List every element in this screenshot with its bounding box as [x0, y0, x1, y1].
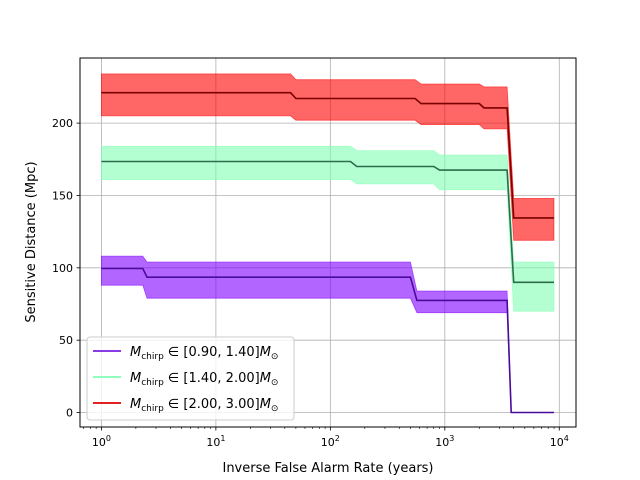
legend: Mchirp ∈ [0.90, 1.40]M⊙ Mchirp ∈ [1.40, 2… — [86, 336, 295, 421]
legend-label-1: Mchirp ∈ [1.40, 2.00]M⊙ — [130, 371, 278, 388]
x-tick-label: 104 — [550, 434, 569, 449]
y-axis-label: Sensitive Distance (Mpc) — [24, 161, 39, 322]
y-tick-label: 0 — [66, 407, 73, 420]
y-tick-label: 100 — [52, 262, 73, 275]
confidence-bands — [101, 73, 555, 413]
band-series-1 — [101, 145, 555, 312]
line-series-0 — [101, 267, 554, 414]
line-series-2 — [101, 91, 554, 219]
line-series-1 — [101, 160, 554, 284]
y-tick-label: 50 — [59, 334, 73, 347]
y-axis-ticks: 0 50 100 150 200 — [52, 117, 80, 420]
x-tick-label: 100 — [92, 434, 111, 449]
legend-box — [86, 336, 295, 421]
band-series-2 — [101, 73, 555, 241]
x-tick-label: 101 — [206, 434, 225, 449]
plot-frame — [79, 57, 577, 428]
legend-label-0: Mchirp ∈ [0.90, 1.40]M⊙ — [130, 345, 278, 362]
legend-label-2: Mchirp ∈ [2.00, 3.00]M⊙ — [130, 397, 278, 414]
x-tick-label: 103 — [435, 434, 454, 449]
x-axis-ticks: 100 101 102 103 104 — [83, 427, 569, 449]
x-tick-label: 102 — [321, 434, 340, 449]
y-tick-label: 200 — [52, 117, 73, 130]
y-tick-label: 150 — [52, 189, 73, 202]
series-lines — [101, 91, 554, 414]
x-axis-label: Inverse False Alarm Rate (years) — [222, 461, 433, 476]
